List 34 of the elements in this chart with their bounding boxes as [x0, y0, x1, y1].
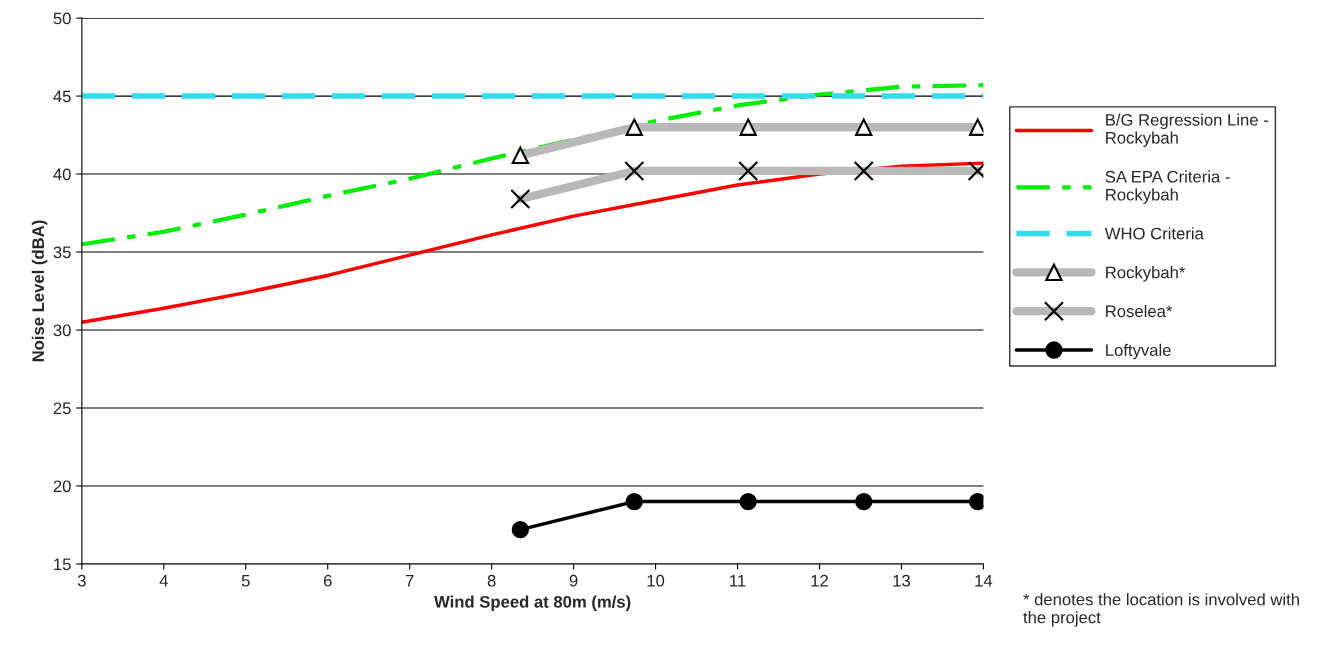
x-tick-label: 11: [730, 574, 746, 587]
y-tick-label: 35: [53, 246, 71, 259]
point: [855, 492, 873, 511]
legend-label: B/G Regression Line - Rockybah: [1106, 113, 1268, 148]
x-tick-label: 10: [647, 574, 665, 587]
legend-label: SA EPA Criteria - Rockybah: [1105, 170, 1230, 204]
x-tick-label: 3: [77, 574, 86, 587]
y-tick-label: 40: [53, 168, 71, 181]
y-tick-label: 20: [53, 480, 71, 493]
x-tick-label: 8: [487, 574, 496, 587]
y-tick-label: 45: [53, 90, 71, 103]
text: * denotes the location is involved with the project: [1023, 593, 1299, 627]
x-tick-label: 6: [323, 574, 332, 587]
x-tick-label: 14: [975, 574, 993, 587]
x-tick-label: 9: [569, 574, 578, 587]
x-tick-label: 4: [159, 574, 168, 587]
point: [625, 492, 643, 511]
y-tick-label: 50: [53, 12, 71, 25]
legend-label: Roselea*: [1106, 304, 1173, 318]
y-tick-label: 25: [53, 402, 71, 415]
point: [739, 492, 757, 511]
legend-label: WHO Criteria: [1104, 227, 1204, 240]
x-tick-label: 7: [405, 574, 414, 587]
y-axis-title: Noise Level (dBA): [31, 220, 48, 362]
y-tick-label: 15: [54, 558, 71, 571]
x-tick-label: 5: [241, 574, 250, 587]
legend-label: Rockybah*: [1106, 266, 1186, 282]
point: [968, 492, 984, 511]
x-tick-label: 12: [811, 574, 828, 587]
y-tick-label: 30: [53, 324, 71, 337]
x-axis-title: Wind Speed at 80m (m/s): [434, 595, 631, 611]
legend-label: Loftyvale: [1106, 343, 1171, 360]
x-tick-label: 13: [893, 574, 910, 587]
point: [511, 520, 530, 539]
